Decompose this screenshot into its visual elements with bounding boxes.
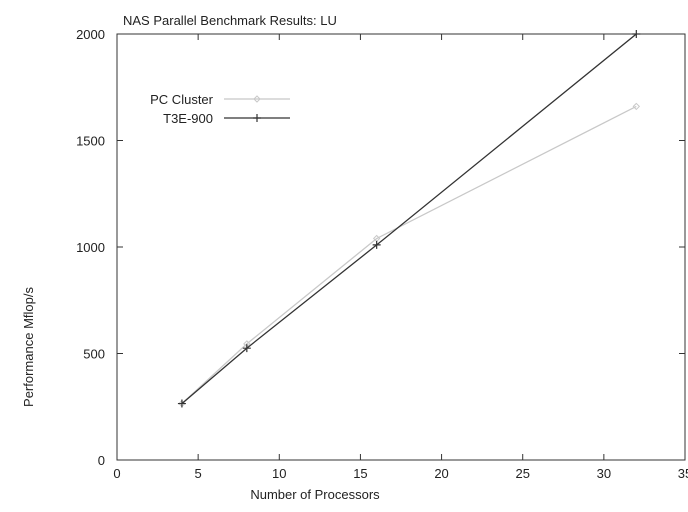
series-1-line xyxy=(181,33,637,405)
x-tick-4-label: 20 xyxy=(434,466,448,481)
data-series xyxy=(177,30,641,408)
legend-marker-0 xyxy=(253,95,261,103)
legend-label-0: PC Cluster xyxy=(150,92,214,107)
series-0 xyxy=(178,102,641,408)
x-tick-3-label: 15 xyxy=(353,466,367,481)
legend-marker-1 xyxy=(253,114,261,122)
legend-label-1: T3E-900 xyxy=(163,111,213,126)
series-1-point-2 xyxy=(372,240,381,249)
y-tick-4-label: 2000 xyxy=(76,27,105,42)
axis-ticks: 0 5 10 15 20 25 30 35 0 500 1000 1500 2000 xyxy=(76,27,688,481)
series-1-point-3 xyxy=(632,30,641,38)
series-1-point-1 xyxy=(242,344,251,353)
legend: PC Cluster T3E-900 xyxy=(150,92,290,126)
series-0-line xyxy=(181,105,637,405)
y-axis-label: Performance Mflop/s xyxy=(21,287,36,407)
x-tick-2-label: 10 xyxy=(272,466,286,481)
y-tick-2-label: 1000 xyxy=(76,240,105,255)
x-tick-5-label: 25 xyxy=(515,466,529,481)
series-1 xyxy=(177,30,641,408)
x-tick-0-label: 0 xyxy=(113,466,120,481)
x-axis-label: Number of Processors xyxy=(250,487,380,502)
y-tick-3-label: 1500 xyxy=(76,134,105,149)
x-tick-6-label: 30 xyxy=(597,466,611,481)
y-tick-0-label: 0 xyxy=(98,453,105,468)
x-tick-7-label: 35 xyxy=(678,466,688,481)
chart-title: NAS Parallel Benchmark Results: LU xyxy=(123,13,337,28)
x-tick-1-label: 5 xyxy=(195,466,202,481)
series-1-point-0 xyxy=(177,399,186,408)
series-0-point-3 xyxy=(632,102,641,111)
y-tick-1-label: 500 xyxy=(83,347,105,362)
